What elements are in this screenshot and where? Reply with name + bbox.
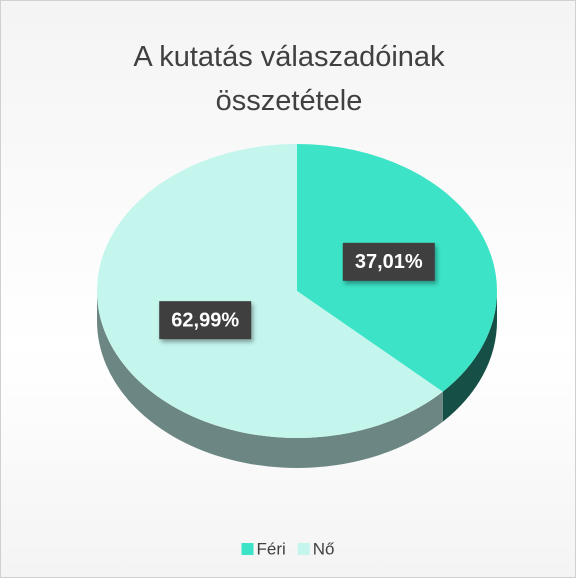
pie-side	[97, 291, 443, 469]
data-label: 62,99%	[171, 309, 239, 331]
data-label: 37,01%	[355, 251, 423, 273]
pie-side	[442, 291, 497, 422]
data-label-box	[159, 301, 252, 340]
legend: Féri Nő	[241, 539, 335, 558]
legend-label: Nő	[313, 539, 335, 558]
chart-title: A kutatás válaszadóinak összetétele	[133, 41, 445, 117]
legend-swatch	[241, 543, 254, 555]
legend-swatch	[297, 543, 310, 555]
data-label-box	[342, 242, 435, 281]
legend-label: Féri	[256, 539, 285, 558]
pie-slice	[96, 144, 443, 438]
